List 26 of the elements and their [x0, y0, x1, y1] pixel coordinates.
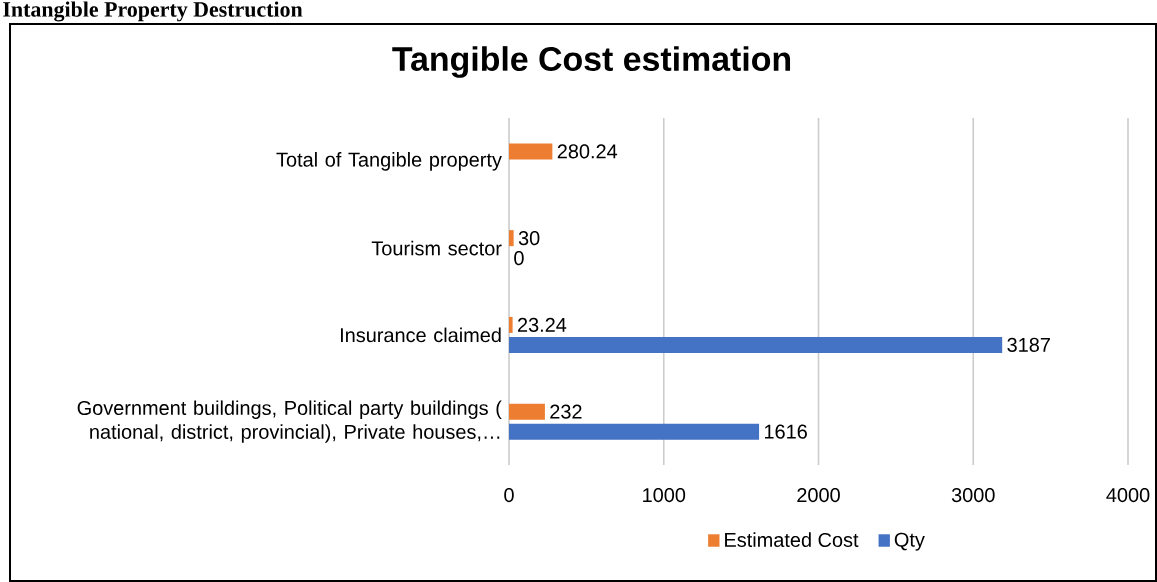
- x-tick-label: 1000: [643, 488, 686, 503]
- legend-label: Qty: [894, 532, 925, 551]
- data-label: 0: [514, 251, 524, 266]
- y-tick-label: Tourism sector: [371, 240, 502, 256]
- x-tick-label: 0: [504, 488, 514, 503]
- y-tick-label: Insurance claimed: [341, 327, 501, 343]
- data-label: 30: [518, 231, 540, 246]
- y-tick-label: Total of Tangible property: [276, 152, 502, 171]
- data-label: 232: [550, 404, 582, 419]
- bar: [509, 316, 513, 333]
- data-label: 280.24: [557, 144, 618, 159]
- x-tick-label: 2000: [797, 488, 840, 503]
- bar: [509, 230, 514, 247]
- x-tick-label: 3000: [951, 488, 995, 503]
- legend-label: Estimated Cost: [725, 532, 859, 547]
- bar: [509, 403, 545, 420]
- data-label: 1616: [765, 424, 807, 439]
- bar: [509, 336, 1003, 353]
- bar: [509, 423, 760, 440]
- data-label: 23.24: [517, 317, 567, 332]
- data-label: 3187: [1007, 337, 1050, 352]
- chart-title: Tangible Cost estimation: [392, 46, 791, 78]
- text: Intangible Property Destruction: [3, 1, 303, 22]
- x-tick-label: 4000: [1106, 488, 1150, 503]
- y-tick-label: Government buildings, Political party buildings ( national, district, provincial), Private houses,…: [77, 400, 502, 443]
- bar: [509, 143, 553, 160]
